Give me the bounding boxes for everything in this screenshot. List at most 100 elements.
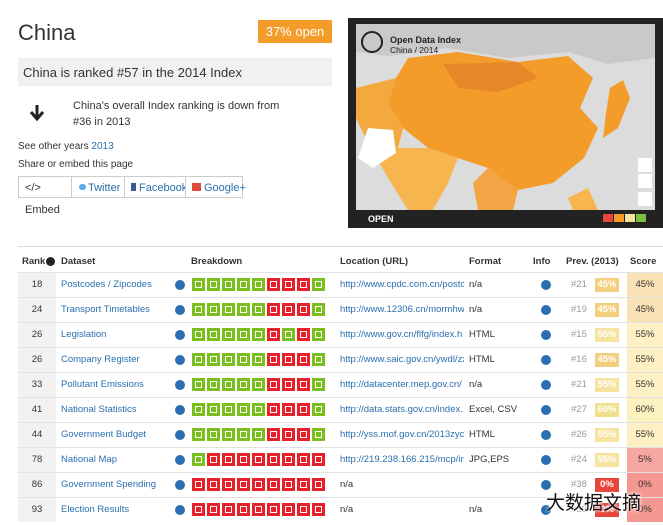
location-link[interactable]: http://data.stats.gov.cn/index... bbox=[340, 404, 464, 415]
score-cell-bg bbox=[627, 273, 663, 297]
rank: 78 bbox=[31, 454, 43, 465]
location-link[interactable]: http://219.238.166.215/mcp/in bbox=[340, 454, 464, 465]
google-button[interactable]: Google+ bbox=[185, 176, 246, 198]
facebook-icon bbox=[131, 183, 136, 191]
prev-rank: #27 bbox=[571, 404, 587, 415]
icon-glyph bbox=[300, 356, 307, 363]
icon-glyph bbox=[315, 331, 322, 338]
breakdown-icon bbox=[192, 378, 205, 391]
icon-glyph bbox=[210, 431, 217, 438]
icon-glyph bbox=[255, 481, 262, 488]
rank-cell-bg bbox=[18, 448, 56, 472]
info-icon bbox=[541, 430, 551, 440]
icon-glyph bbox=[240, 481, 247, 488]
location-link[interactable]: http://www.12306.cn/mormhw bbox=[340, 304, 464, 315]
twitter-icon bbox=[79, 184, 86, 190]
breakdown-icon bbox=[282, 353, 295, 366]
location-link[interactable]: http://www.gov.cn/flfg/index.h bbox=[340, 329, 463, 340]
location-link[interactable]: n/a bbox=[340, 479, 354, 490]
prev-rank: #24 bbox=[571, 454, 587, 465]
dataset-link[interactable]: Government Spending bbox=[61, 479, 157, 490]
icon-glyph bbox=[270, 331, 277, 338]
prev-score: 45% bbox=[595, 353, 619, 367]
location-link[interactable]: http://www.saic.gov.cn/ywdl/zx bbox=[340, 354, 464, 365]
score: 60% bbox=[635, 404, 655, 415]
dataset-link[interactable]: National Statistics bbox=[61, 404, 137, 415]
breakdown-icon bbox=[207, 328, 220, 341]
icon-glyph bbox=[255, 306, 262, 313]
breakdown-icon bbox=[222, 503, 235, 516]
breakdown-icon bbox=[297, 428, 310, 441]
icon-glyph bbox=[300, 481, 307, 488]
prev-rank: #59 bbox=[571, 504, 587, 515]
breakdown-icon bbox=[252, 453, 265, 466]
column-header: Dataset bbox=[61, 256, 96, 267]
column-header: Prev. (2013) bbox=[566, 256, 619, 267]
icon-glyph bbox=[285, 331, 292, 338]
icon-glyph bbox=[315, 306, 322, 313]
breakdown-icon bbox=[267, 328, 280, 341]
breakdown-icon bbox=[222, 328, 235, 341]
icon-glyph bbox=[225, 331, 232, 338]
dataset-link[interactable]: National Map bbox=[61, 454, 117, 465]
icon-glyph bbox=[195, 456, 202, 463]
row-line bbox=[18, 272, 663, 273]
icon-glyph bbox=[300, 406, 307, 413]
info-icon bbox=[541, 480, 551, 490]
breakdown-icon bbox=[267, 453, 280, 466]
location-link[interactable]: http://datacenter.mep.gov.cn/ bbox=[340, 379, 462, 390]
dataset-link[interactable]: Legislation bbox=[61, 329, 107, 340]
location-link[interactable]: n/a bbox=[340, 504, 354, 515]
rank: 86 bbox=[31, 479, 43, 490]
location-link[interactable]: http://www.cpdc.com.cn/postc bbox=[340, 279, 464, 290]
icon-glyph bbox=[270, 356, 277, 363]
breakdown-icon bbox=[312, 303, 325, 316]
row-line bbox=[18, 297, 663, 298]
format: n/a bbox=[469, 304, 483, 315]
embed-button[interactable]: </> Embed bbox=[18, 176, 72, 216]
icon-glyph bbox=[300, 281, 307, 288]
score-cell-bg bbox=[627, 298, 663, 322]
rank-sort-icon bbox=[46, 257, 55, 266]
facebook-button[interactable]: Facebook bbox=[124, 176, 187, 198]
map-subtitle: China / 2014 bbox=[390, 45, 438, 55]
icon-glyph bbox=[240, 406, 247, 413]
rank: 33 bbox=[31, 379, 43, 390]
dataset-link[interactable]: Transport Timetables bbox=[61, 304, 150, 315]
icon-glyph bbox=[225, 356, 232, 363]
info-icon bbox=[541, 505, 551, 515]
breakdown-icon bbox=[192, 303, 205, 316]
icon-glyph bbox=[210, 456, 217, 463]
breakdown-icon bbox=[312, 428, 325, 441]
breakdown-icon bbox=[192, 278, 205, 291]
info-icon bbox=[541, 280, 551, 290]
icon-glyph bbox=[210, 281, 217, 288]
year-link[interactable]: 2013 bbox=[91, 141, 114, 152]
icon-glyph bbox=[315, 456, 322, 463]
icon-glyph bbox=[285, 381, 292, 388]
dataset-link[interactable]: Government Budget bbox=[61, 429, 147, 440]
icon-glyph bbox=[255, 281, 262, 288]
prev-score: 55% bbox=[595, 328, 619, 342]
icon-glyph bbox=[240, 331, 247, 338]
dataset-link[interactable]: Election Results bbox=[61, 504, 130, 515]
icon-glyph bbox=[270, 381, 277, 388]
rank: 41 bbox=[31, 404, 43, 415]
dataset-link[interactable]: Company Register bbox=[61, 354, 140, 365]
icon-glyph bbox=[315, 431, 322, 438]
icon-glyph bbox=[315, 406, 322, 413]
icon-glyph bbox=[195, 506, 202, 513]
icon-glyph bbox=[270, 431, 277, 438]
format: HTML bbox=[469, 329, 495, 340]
format: n/a bbox=[469, 504, 483, 515]
breakdown-icon bbox=[312, 453, 325, 466]
column-header: Location (URL) bbox=[340, 256, 409, 267]
info-icon bbox=[175, 280, 185, 290]
dataset-link[interactable]: Postcodes / Zipcodes bbox=[61, 279, 152, 290]
breakdown-icon bbox=[252, 403, 265, 416]
breakdown-icon bbox=[312, 328, 325, 341]
location-link[interactable]: http://yss.mof.gov.cn/2013zycz bbox=[340, 429, 464, 440]
dataset-link[interactable]: Pollutant Emissions bbox=[61, 379, 144, 390]
prev-rank: #26 bbox=[571, 429, 587, 440]
breakdown-icon bbox=[312, 378, 325, 391]
